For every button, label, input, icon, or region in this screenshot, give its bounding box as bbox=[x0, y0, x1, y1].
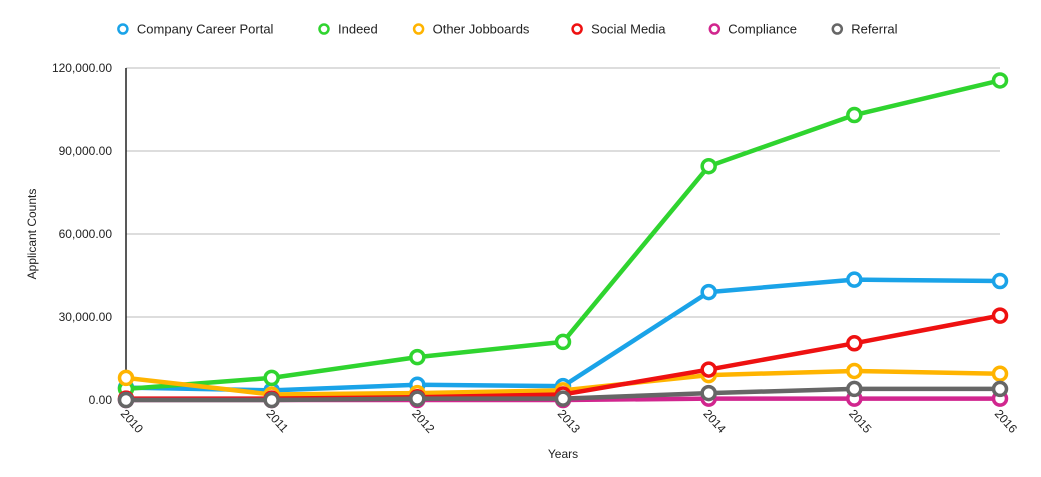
data-point[interactable] bbox=[700, 283, 717, 301]
legend-label: Company Career Portal bbox=[137, 22, 274, 37]
data-point[interactable] bbox=[263, 391, 280, 409]
grid-layer bbox=[126, 67, 1000, 401]
data-point[interactable] bbox=[117, 369, 135, 387]
legend-marker-icon bbox=[412, 23, 425, 35]
y-axis-title: Applicant Counts bbox=[25, 189, 39, 280]
legend-marker-icon bbox=[318, 23, 330, 35]
legend-item[interactable]: Compliance bbox=[708, 22, 797, 37]
series-referral bbox=[117, 380, 1009, 409]
data-point[interactable] bbox=[846, 335, 863, 352]
x-tick-label: 2011 bbox=[263, 407, 291, 436]
legend[interactable]: Company Career Portal Indeed Other Jobboar… bbox=[117, 22, 898, 37]
data-point[interactable] bbox=[554, 333, 572, 351]
x-axis-title: Years bbox=[548, 447, 578, 461]
data-point[interactable] bbox=[846, 106, 863, 124]
legend-marker-icon bbox=[571, 23, 583, 35]
data-point[interactable] bbox=[846, 362, 863, 380]
x-tick-label: 2016 bbox=[992, 407, 1020, 436]
legend-label: Social Media bbox=[591, 22, 666, 37]
data-point[interactable] bbox=[409, 390, 426, 407]
y-tick-label: 60,000.00 bbox=[59, 227, 113, 241]
series-indeed bbox=[117, 72, 1009, 398]
legend-label: Compliance bbox=[728, 22, 797, 37]
data-point[interactable] bbox=[263, 369, 280, 387]
y-tick-label: 90,000.00 bbox=[59, 144, 113, 158]
x-tick-label: 2013 bbox=[555, 407, 583, 436]
axis-layer: 0.00 30,000.00 60,000.00 90,000.00 120,000.0… bbox=[52, 61, 1020, 436]
data-point[interactable] bbox=[700, 361, 717, 378]
data-point[interactable] bbox=[700, 157, 717, 175]
data-point[interactable] bbox=[117, 391, 135, 409]
x-tick-label: 2012 bbox=[409, 407, 437, 436]
legend-item[interactable]: Other Jobboards bbox=[412, 22, 530, 37]
series-layer bbox=[117, 72, 1009, 409]
data-point[interactable] bbox=[846, 380, 863, 398]
data-point[interactable] bbox=[700, 384, 717, 402]
legend-marker-icon bbox=[117, 23, 129, 35]
y-tick-label: 0.00 bbox=[89, 393, 113, 407]
legend-item[interactable]: Social Media bbox=[571, 22, 667, 37]
data-point[interactable] bbox=[991, 380, 1009, 398]
data-point[interactable] bbox=[991, 365, 1009, 382]
legend-item[interactable]: Indeed bbox=[318, 22, 378, 37]
x-tick-label: 2014 bbox=[700, 407, 728, 436]
legend-label: Indeed bbox=[338, 22, 378, 37]
legend-label: Referral bbox=[851, 22, 897, 37]
data-point[interactable] bbox=[846, 271, 863, 288]
legend-item[interactable]: Company Career Portal bbox=[117, 22, 274, 37]
x-tick-label: 2015 bbox=[846, 407, 874, 436]
data-point[interactable] bbox=[554, 390, 572, 407]
legend-marker-icon bbox=[831, 23, 844, 35]
legend-item[interactable]: Referral bbox=[831, 22, 898, 37]
data-point[interactable] bbox=[991, 72, 1009, 89]
data-point[interactable] bbox=[409, 348, 426, 366]
data-point[interactable] bbox=[991, 272, 1009, 290]
data-point[interactable] bbox=[991, 307, 1009, 324]
legend-label: Other Jobboards bbox=[433, 22, 530, 37]
y-tick-label: 120,000.00 bbox=[52, 61, 112, 75]
y-tick-label: 30,000.00 bbox=[59, 310, 113, 324]
x-tick-label: 2010 bbox=[118, 407, 146, 436]
legend-marker-icon bbox=[708, 23, 721, 35]
